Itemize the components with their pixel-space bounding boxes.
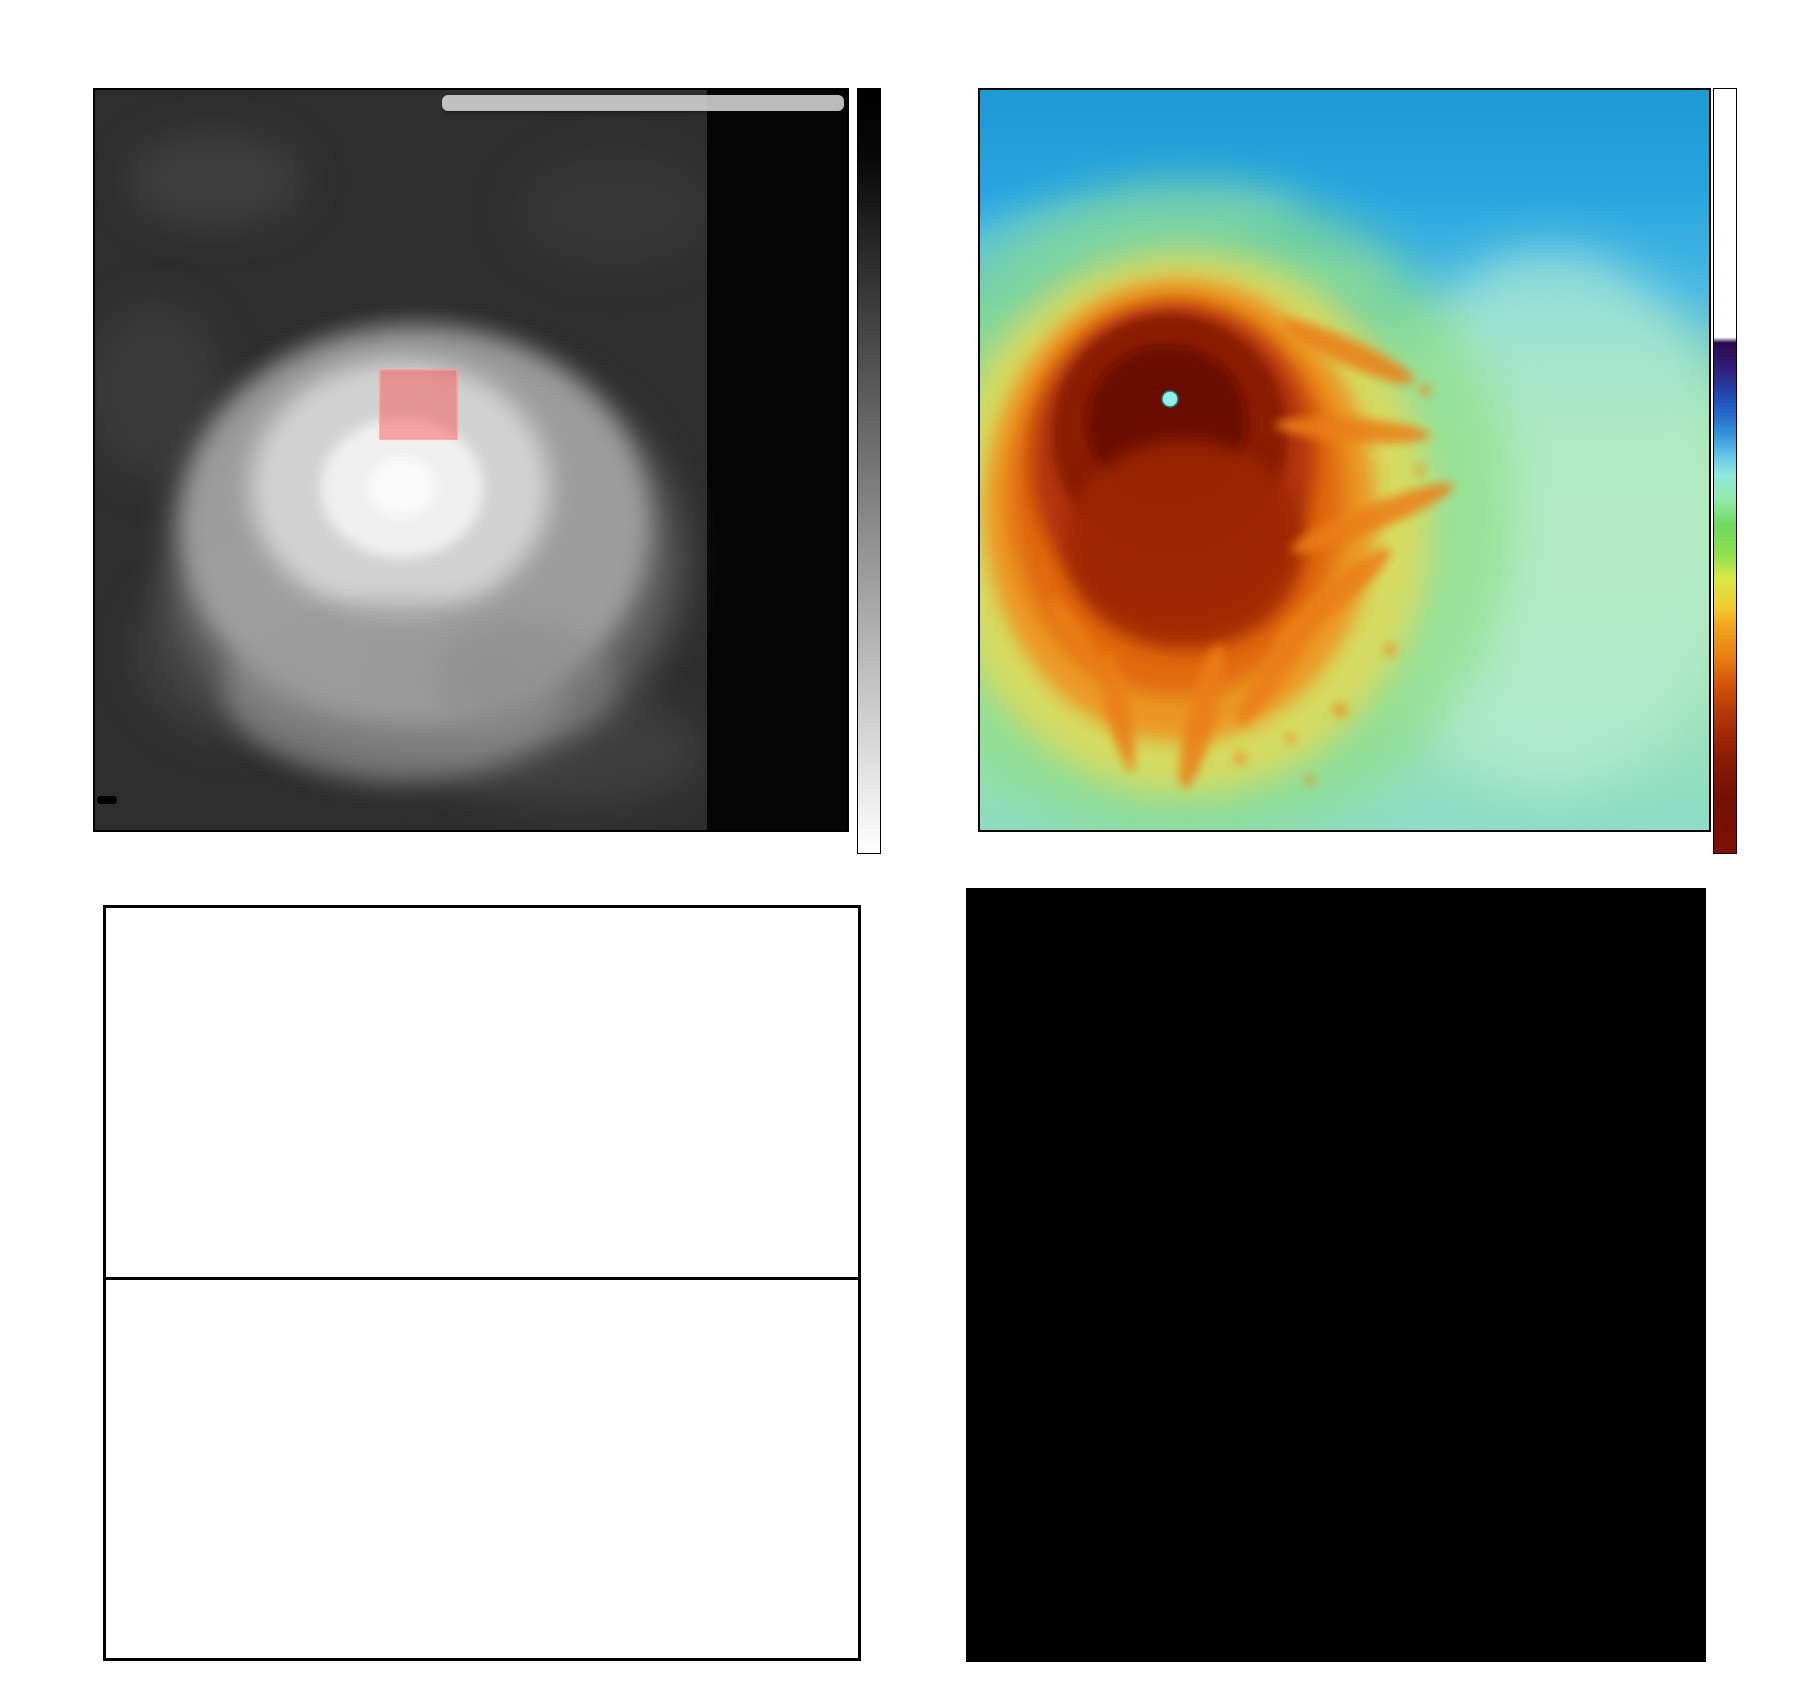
band14-satellite-map [93, 88, 849, 832]
map-legend [442, 95, 844, 111]
mesoscale-target-box [379, 369, 458, 440]
wind-pressure-chart [103, 905, 861, 1283]
wmg-mask-image [968, 890, 1704, 1660]
convection-arms [1047, 320, 1454, 788]
hurricane-eye [1161, 390, 1179, 408]
band14-colorbar [857, 88, 881, 854]
band14-satellite-image [95, 90, 847, 830]
wind-pressure-plot [106, 908, 858, 1280]
wmg-count-badge [981, 900, 1009, 910]
wmg-mask-panel [966, 888, 1706, 1662]
awv-color-satellite-map [978, 88, 1711, 832]
ace-chart [103, 1277, 861, 1661]
no-data-strip [707, 90, 847, 830]
awv-satellite-image [980, 90, 1709, 830]
copyright-badge [97, 796, 117, 804]
awv-colorbar [1713, 88, 1737, 854]
ace-plot [106, 1280, 858, 1658]
